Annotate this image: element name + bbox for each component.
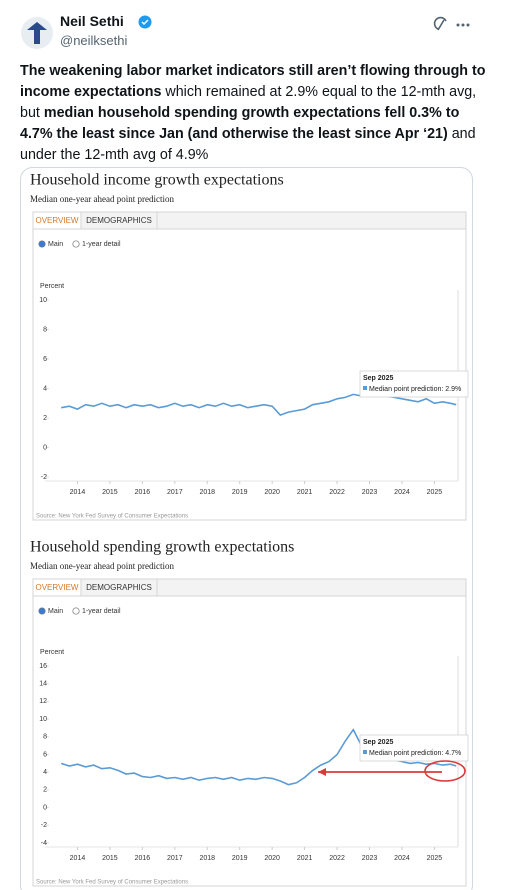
tweet-text: The weakening labor market indicators st… [20,61,490,166]
media-frame [20,167,473,890]
x-tick-label: 2016 [135,489,151,496]
y-tick-label: 10 [39,716,47,723]
x-tick-label: 2018 [199,855,215,862]
x-tick-label: 2019 [232,489,248,496]
x-tick-label: 2015 [102,855,118,862]
y-tick-label: 16 [39,663,47,670]
x-tick-label: 2022 [329,855,345,862]
tweet-text-segment: The weakening labor market indicators st… [20,63,486,100]
tooltip-date: Sep 2025 [363,739,393,746]
x-tick-label: 2024 [394,855,410,862]
tweet-text-segment: median household spending growth expecta… [20,105,460,142]
tooltip-text: Median point prediction: 2.9% [369,386,461,393]
y-tick-label: 4 [43,769,47,776]
chart-title: Household spending growth expectations [30,539,294,556]
chart-subtitle: Median one-year ahead point prediction [30,194,174,204]
radio-label: 1-year detail [82,241,121,248]
grok-icon[interactable] [433,16,447,31]
tweet-text-segment: which remained at 2.9% equal to the 12-m… [20,84,477,121]
y-tick-label: 2 [43,415,47,422]
tooltip [359,734,469,762]
tooltip [359,370,469,398]
chart-subtitle: Median one-year ahead point prediction [30,561,174,571]
y-tick-label: 10 [39,297,47,304]
y-tick-label: -2 [41,474,47,481]
x-tick-label: 2017 [167,489,183,496]
y-tick-label: 2 [43,787,47,794]
y-tick-label: -2 [41,822,47,829]
tab[interactable] [80,211,158,230]
y-tick-label: 12 [39,698,47,705]
source-note: Source: New York Fed Survey of Consumer … [36,514,188,520]
x-tick-label: 2020 [264,855,280,862]
annotation-arrowhead [318,768,326,776]
chart-panel [32,211,467,521]
y-tick-label: 6 [43,751,47,758]
y-tick-label: 6 [43,356,47,363]
x-tick-label: 2024 [394,489,410,496]
y-tick-label: 8 [43,326,47,333]
tooltip-swatch [363,386,367,390]
author-handle[interactable]: @neilksethi [60,33,128,48]
x-tick-label: 2021 [297,855,313,862]
y-axis-label: Percent [40,649,64,656]
tab[interactable] [80,578,158,597]
y-axis-label: Percent [40,283,64,290]
y-tick-label: 4 [43,385,47,392]
radio-label: Main [48,608,63,615]
x-tick-label: 2022 [329,489,345,496]
radio[interactable] [38,240,46,248]
avatar-logo [27,22,47,44]
tweet-text-segment: and under the 12-mth avg of 4.9% [20,126,476,163]
x-tick-label: 2015 [102,489,118,496]
chart-panel [32,578,467,887]
y-tick-label: 8 [43,734,47,741]
radio-label: Main [48,241,63,248]
x-tick-label: 2019 [232,855,248,862]
tab-label: DEMOGRAPHICS [86,583,152,592]
x-tick-label: 2025 [427,489,443,496]
author-name[interactable]: Neil Sethi [60,13,124,29]
chart-title: Household income growth expectations [30,172,284,189]
x-tick-label: 2016 [135,855,151,862]
x-tick-label: 2023 [362,855,378,862]
tab-label: OVERVIEW [36,583,79,592]
more-icon[interactable] [456,23,470,27]
tooltip-swatch [363,750,367,754]
x-tick-label: 2014 [70,855,86,862]
x-tick-label: 2023 [362,489,378,496]
tooltip-date: Sep 2025 [363,375,393,382]
radio-label: 1-year detail [82,608,121,615]
radio[interactable] [38,607,46,615]
radio[interactable] [72,240,80,248]
y-tick-label: -4 [41,840,47,847]
x-tick-label: 2014 [70,489,86,496]
tooltip-text: Median point prediction: 4.7% [369,750,461,757]
y-tick-label: 0 [43,804,47,811]
verified-check [141,19,149,26]
tab-label: DEMOGRAPHICS [86,216,152,225]
x-tick-label: 2021 [297,489,313,496]
y-tick-label: 14 [39,681,47,688]
source-note: Source: New York Fed Survey of Consumer … [36,880,188,886]
y-tick-label: 0 [43,444,47,451]
annotation-circle [424,760,466,782]
x-tick-label: 2017 [167,855,183,862]
radio[interactable] [72,607,80,615]
x-tick-label: 2018 [199,489,215,496]
tab-label: OVERVIEW [36,216,79,225]
x-tick-label: 2025 [427,855,443,862]
x-tick-label: 2020 [264,489,280,496]
